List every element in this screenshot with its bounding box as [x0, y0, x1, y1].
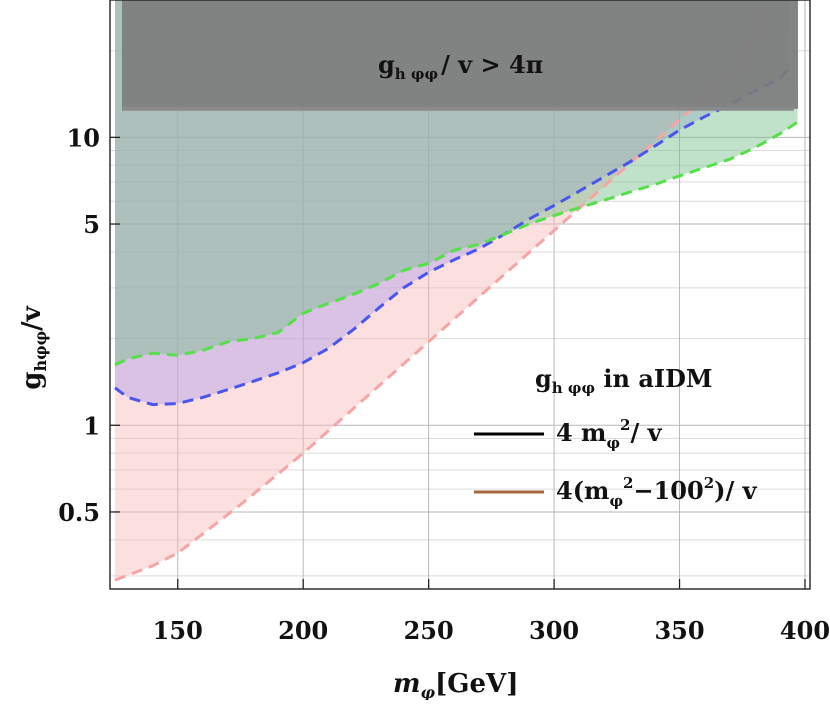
legend-entry-1: 4 mφ2/ v: [556, 416, 663, 452]
x-tick-label: 300: [529, 616, 579, 645]
y-tick-label: 5: [83, 210, 100, 239]
x-tick-label: 350: [654, 616, 704, 645]
line-layer: [114, 0, 799, 582]
y-tick-label: 0.5: [58, 498, 100, 527]
legend-entry-2: 4(mφ2−1002)/ v: [556, 474, 758, 510]
x-tick-label: 250: [404, 616, 454, 645]
dashed-line-f6a5a5: [114, 0, 768, 582]
y-axis-title: ghφφ/v: [17, 305, 50, 389]
legend-title: gh φφ in aIDM: [535, 364, 713, 397]
y-tick-label: 1: [83, 411, 100, 440]
dashed-line-55e04a: [114, 120, 799, 367]
legend: gh φφ in aIDM 4 mφ2/ v 4(mφ2−1002)/ v: [474, 364, 758, 510]
band-label: gh φφ / v > 4π: [378, 50, 543, 83]
plot-frame: [109, 0, 811, 590]
perturbativity-band: [122, 0, 798, 109]
x-tick-label: 400: [780, 616, 830, 645]
band-layer: [122, 0, 798, 111]
pink-region: [115, 0, 768, 581]
x-tick-label: 200: [278, 616, 328, 645]
dashed-line-4a55ee: [114, 66, 792, 407]
axis-layer: 150 200 250 300 350 400 0.5 1 5 10: [58, 0, 830, 645]
x-tick-label: 150: [153, 616, 203, 645]
y-tick-label: 10: [67, 123, 100, 152]
x-axis-title: mφ[GeV]: [393, 669, 519, 700]
